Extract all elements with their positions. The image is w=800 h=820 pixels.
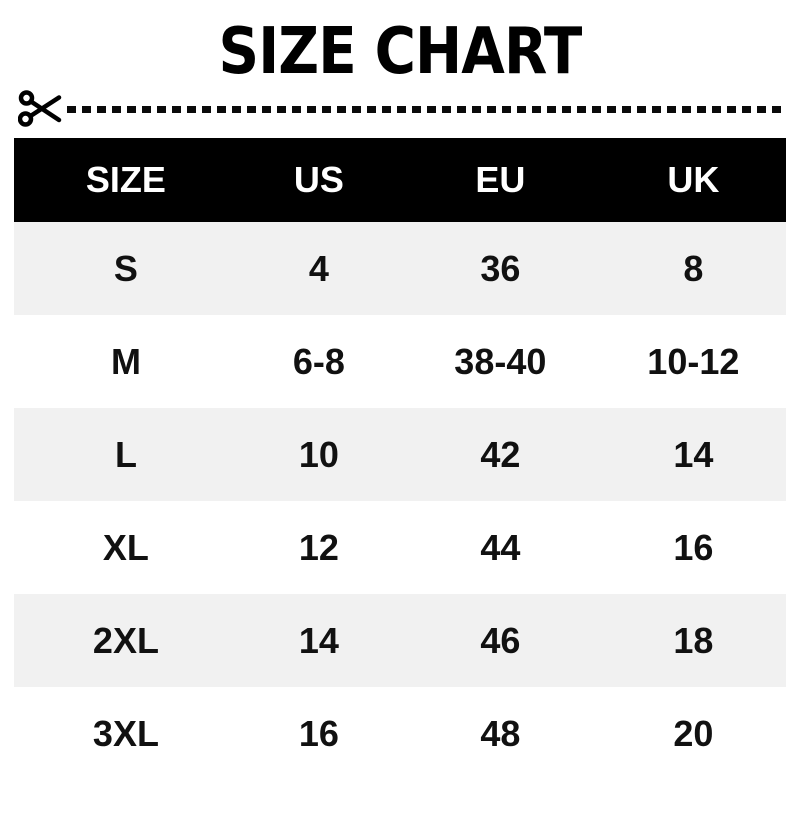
column-header-eu: EU	[475, 159, 526, 200]
eu-cell: 42	[480, 433, 521, 475]
uk-cell: 14	[673, 433, 714, 475]
eu-cell: 36	[480, 247, 521, 289]
eu-cell: 44	[480, 526, 521, 568]
dashed-cut-line	[67, 105, 786, 113]
us-cell: 10	[298, 433, 339, 475]
table-header-row: SIZE US EU UK	[14, 138, 786, 222]
uk-cell: 8	[683, 247, 704, 289]
size-cell: 3XL	[92, 712, 159, 754]
uk-cell: 10-12	[647, 340, 740, 382]
column-header-size: SIZE	[85, 159, 166, 200]
size-cell: M	[110, 340, 141, 382]
table-row-m: M 6-8 38-40 10-12	[14, 315, 786, 408]
table-row-3xl: 3XL 16 48 20	[14, 687, 786, 780]
us-cell: 14	[298, 619, 339, 661]
us-cell: 12	[298, 526, 339, 568]
column-header-uk: UK	[667, 159, 720, 200]
size-cell: S	[113, 247, 138, 289]
us-cell: 16	[298, 712, 339, 754]
page-title: SIZE CHART	[218, 15, 583, 89]
table-row-s: S 4 36 8	[14, 222, 786, 315]
table-row-l: L 10 42 14	[14, 408, 786, 501]
size-cell: 2XL	[92, 619, 159, 661]
us-cell: 4	[308, 247, 329, 289]
size-cell: L	[114, 433, 137, 475]
cut-line	[18, 86, 786, 132]
scissors-icon	[18, 87, 62, 131]
table-row-2xl: 2XL 14 46 18	[14, 594, 786, 687]
size-chart-page: { "title": "SIZE CHART", "cut_line": { "…	[0, 20, 800, 820]
size-table: SIZE US EU UK S 4 36 8 M 6-8 38-40 10-12…	[14, 138, 786, 780]
uk-cell: 20	[673, 712, 714, 754]
size-chart-poster: SIZE CHART SIZE US EU UK S 4 36 8 M	[0, 20, 800, 820]
column-header-us: US	[293, 159, 344, 200]
size-cell: XL	[102, 526, 149, 568]
uk-cell: 18	[673, 619, 714, 661]
eu-cell: 46	[480, 619, 521, 661]
us-cell: 6-8	[292, 340, 345, 382]
uk-cell: 16	[673, 526, 714, 568]
eu-cell: 38-40	[454, 340, 547, 382]
table-row-xl: XL 12 44 16	[14, 501, 786, 594]
eu-cell: 48	[480, 712, 521, 754]
